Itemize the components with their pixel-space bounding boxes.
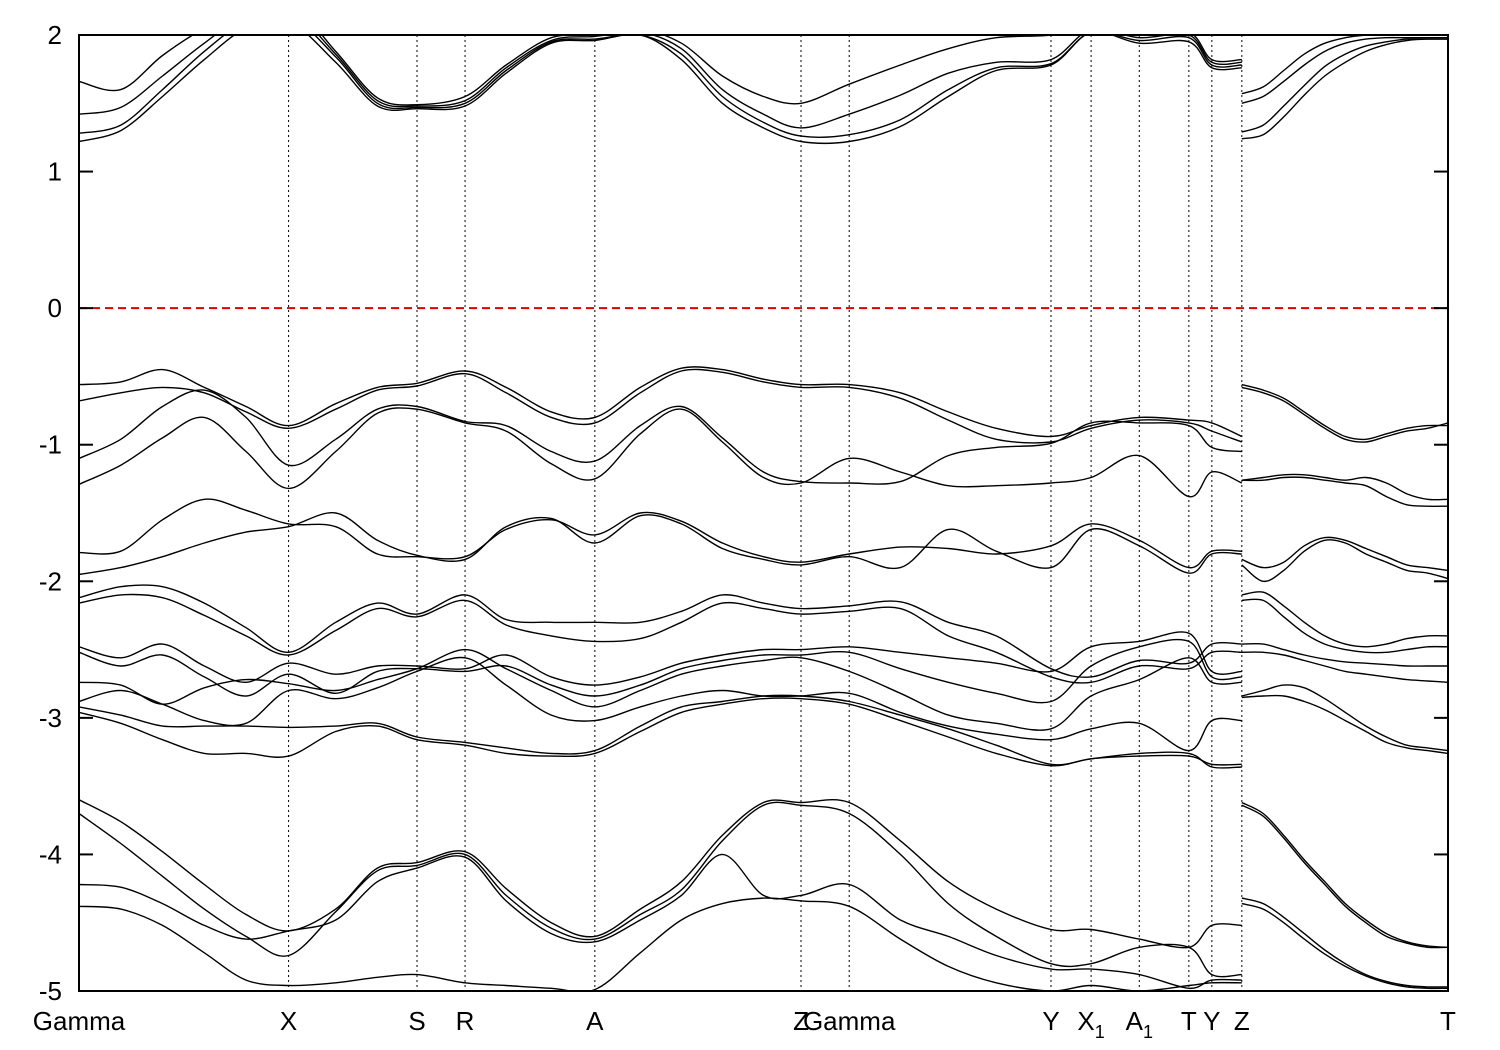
- band-line: [79, 35, 1242, 129]
- band-line: [1241, 539, 1448, 583]
- y-tick-label: -3: [39, 703, 62, 733]
- kpoint-label-main: S: [408, 1006, 425, 1036]
- kpoint-label-sub: 1: [1143, 1022, 1153, 1042]
- kpoint-label-main: X: [1077, 1006, 1094, 1036]
- band-line: [1241, 36, 1448, 104]
- kpoint-label: Gamma: [803, 1006, 896, 1036]
- kpoint-label-main: T: [1440, 1006, 1456, 1036]
- y-tick-label: -2: [39, 566, 62, 596]
- kpoint-label: X: [280, 1006, 297, 1036]
- y-tick-label: -5: [39, 976, 62, 1006]
- band-line: [1241, 897, 1448, 988]
- band-line: [79, 638, 1242, 704]
- band-line: [79, 389, 1242, 485]
- band-line: [79, 799, 1242, 949]
- band-line: [79, 593, 1242, 684]
- kpoint-label-main: T: [1181, 1006, 1197, 1036]
- band-line: [79, 853, 1242, 990]
- kpoint-label-main: Z: [1234, 1006, 1250, 1036]
- kpoint-label-main: Gamma: [33, 1006, 126, 1036]
- kpoint-label: Z: [1234, 1006, 1250, 1036]
- band-line: [1241, 386, 1448, 443]
- kpoint-label-main: A: [586, 1006, 604, 1036]
- band-line: [1241, 902, 1448, 990]
- y-axis: -5 -4 -3 -2 -1 0 1 2: [39, 20, 1448, 1006]
- band-line: [79, 697, 1242, 767]
- kpoint-vlines: [288, 35, 1243, 991]
- band-line: [79, 897, 1242, 991]
- band-line: [1241, 694, 1448, 755]
- kpoint-label: X1: [1077, 1006, 1104, 1042]
- band-line: [79, 801, 1242, 978]
- band-line: [79, 656, 1242, 752]
- kpoint-label-main: Z: [793, 1006, 809, 1036]
- kpoint-label: T: [1440, 1006, 1456, 1036]
- kpoint-label: A: [586, 1006, 604, 1036]
- kpoint-label: Z: [793, 1006, 809, 1036]
- band-line: [1241, 35, 1448, 95]
- kpoint-label: Y: [1042, 1006, 1059, 1036]
- kpoint-label-main: X: [280, 1006, 297, 1036]
- band-line: [1241, 651, 1448, 683]
- kpoint-label-main: Y: [1042, 1006, 1059, 1036]
- bands: [79, 35, 1448, 991]
- kpoint-label: Y: [1203, 1006, 1220, 1036]
- band-line: [1241, 804, 1448, 949]
- band-line: [1241, 684, 1448, 752]
- plot-frame: [78, 34, 1449, 992]
- kpoint-label-main: Gamma: [803, 1006, 896, 1036]
- y-tick-label: -1: [39, 430, 62, 460]
- kpoint-label: Gamma: [33, 1006, 126, 1036]
- y-tick-label: -4: [39, 839, 62, 869]
- band-line: [1241, 801, 1448, 948]
- band-line: [1241, 643, 1448, 667]
- kpoint-label: T: [1181, 1006, 1197, 1036]
- band-line: [79, 407, 1243, 498]
- band-line: [79, 498, 1242, 569]
- kpoint-label-main: A: [1126, 1006, 1144, 1036]
- kpoint-label: S: [408, 1006, 425, 1036]
- kpoint-label-main: Y: [1203, 1006, 1220, 1036]
- y-tick-label: 1: [48, 157, 62, 187]
- band-line: [1241, 38, 1448, 140]
- band-line: [79, 631, 1242, 686]
- band-line: [1241, 598, 1448, 654]
- band-line: [79, 512, 1242, 576]
- y-tick-label: 2: [48, 20, 62, 50]
- band-line: [1241, 476, 1448, 507]
- kpoint-label: R: [456, 1006, 475, 1036]
- band-line: [1241, 383, 1448, 441]
- y-tick-label: 0: [48, 293, 62, 323]
- band-line: [79, 368, 1243, 444]
- band-line: [1241, 536, 1448, 572]
- band-line: [1241, 591, 1448, 648]
- kpoint-label-main: R: [456, 1006, 475, 1036]
- band-line: [79, 648, 1242, 731]
- band-line: [79, 584, 1242, 678]
- band-line: [1241, 38, 1448, 133]
- kpoint-label: A1: [1126, 1006, 1153, 1042]
- band-line: [1241, 473, 1448, 501]
- kpoint-label-sub: 1: [1095, 1022, 1105, 1042]
- band-line: [79, 35, 1242, 138]
